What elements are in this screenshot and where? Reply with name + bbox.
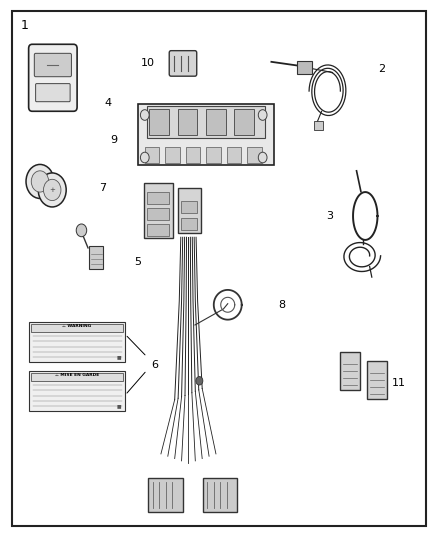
Text: 2: 2 <box>378 64 385 74</box>
FancyBboxPatch shape <box>149 109 169 135</box>
FancyBboxPatch shape <box>138 104 274 165</box>
FancyBboxPatch shape <box>29 322 125 362</box>
FancyBboxPatch shape <box>227 147 241 163</box>
FancyBboxPatch shape <box>144 183 173 238</box>
Circle shape <box>196 376 203 385</box>
Text: ■: ■ <box>116 354 121 359</box>
FancyBboxPatch shape <box>29 371 125 411</box>
FancyBboxPatch shape <box>31 373 123 381</box>
FancyBboxPatch shape <box>206 109 226 135</box>
Text: 5: 5 <box>134 257 141 267</box>
FancyBboxPatch shape <box>177 109 197 135</box>
Text: 11: 11 <box>392 378 406 389</box>
FancyBboxPatch shape <box>148 478 183 512</box>
FancyBboxPatch shape <box>89 246 103 269</box>
FancyBboxPatch shape <box>165 147 180 163</box>
Text: 7: 7 <box>99 183 106 193</box>
FancyBboxPatch shape <box>206 147 221 163</box>
Text: ⚠ MISE EN GARDE: ⚠ MISE EN GARDE <box>55 373 99 377</box>
FancyBboxPatch shape <box>147 224 169 236</box>
FancyBboxPatch shape <box>147 106 265 138</box>
Text: +: + <box>49 187 55 193</box>
FancyBboxPatch shape <box>234 109 254 135</box>
FancyBboxPatch shape <box>35 84 70 102</box>
Text: 3: 3 <box>326 211 333 221</box>
Circle shape <box>38 173 66 207</box>
Text: ⚠ WARNING: ⚠ WARNING <box>63 324 92 328</box>
Circle shape <box>31 171 49 192</box>
Text: 9: 9 <box>110 135 118 145</box>
FancyBboxPatch shape <box>203 478 237 512</box>
FancyBboxPatch shape <box>147 208 169 220</box>
FancyBboxPatch shape <box>28 44 77 111</box>
FancyBboxPatch shape <box>297 61 311 74</box>
FancyBboxPatch shape <box>340 352 360 390</box>
Text: 10: 10 <box>141 59 154 68</box>
Circle shape <box>141 110 149 120</box>
Text: 6: 6 <box>151 360 158 370</box>
Circle shape <box>258 110 267 120</box>
Text: 4: 4 <box>105 98 112 108</box>
Circle shape <box>258 152 267 163</box>
FancyBboxPatch shape <box>31 324 123 332</box>
Text: 8: 8 <box>279 300 286 310</box>
FancyBboxPatch shape <box>178 188 201 233</box>
FancyBboxPatch shape <box>147 192 169 204</box>
FancyBboxPatch shape <box>169 51 197 76</box>
Circle shape <box>43 179 61 200</box>
FancyBboxPatch shape <box>181 200 197 213</box>
Text: ■: ■ <box>116 403 121 408</box>
Text: 1: 1 <box>20 19 28 32</box>
FancyBboxPatch shape <box>247 147 262 163</box>
Circle shape <box>76 224 87 237</box>
Circle shape <box>141 152 149 163</box>
FancyBboxPatch shape <box>145 147 159 163</box>
FancyBboxPatch shape <box>314 122 323 130</box>
FancyBboxPatch shape <box>186 147 200 163</box>
FancyBboxPatch shape <box>181 217 197 230</box>
FancyBboxPatch shape <box>367 361 387 399</box>
FancyBboxPatch shape <box>34 53 71 77</box>
Circle shape <box>26 165 54 198</box>
